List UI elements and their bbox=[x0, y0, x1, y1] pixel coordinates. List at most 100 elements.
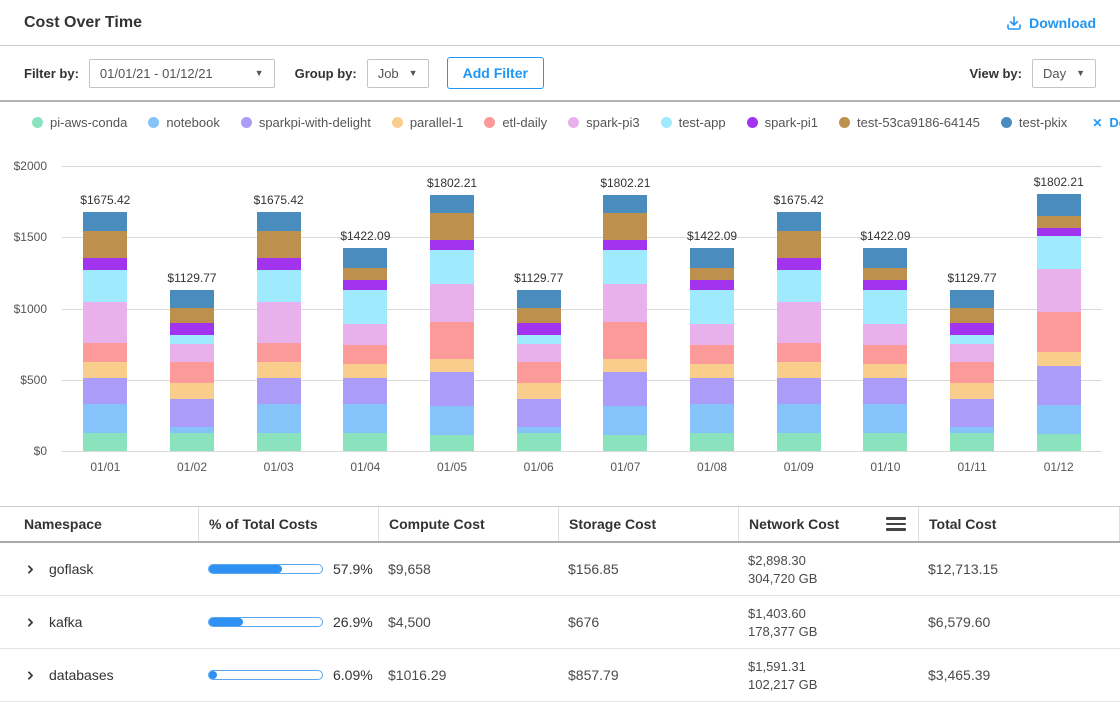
stacked-bar-01/10[interactable] bbox=[863, 248, 908, 451]
pct-of-total-cell: 26.9% bbox=[198, 596, 378, 648]
legend-item-label: test-app bbox=[678, 115, 726, 130]
bar-segment-test-53ca9186-64145 bbox=[950, 308, 995, 323]
stacked-bar-01/01[interactable] bbox=[83, 212, 128, 451]
download-label: Download bbox=[1029, 15, 1096, 31]
expand-row-button[interactable] bbox=[24, 563, 37, 576]
namespace-cost-table: Namespace % of Total Costs Compute Cost Sto… bbox=[0, 506, 1120, 702]
bar-segment-parallel-1 bbox=[1036, 351, 1081, 367]
legend-item-test-53ca9186-64145[interactable]: test-53ca9186-64145 bbox=[839, 115, 980, 130]
bar-segment-etl-daily bbox=[603, 322, 648, 360]
bar-segment-sparkpi-with-delight bbox=[83, 378, 128, 405]
column-header-label: % of Total Costs bbox=[209, 516, 318, 532]
table-row-databases[interactable]: databases 6.09% $1016.29 $857.79 $1,591.31 10… bbox=[0, 649, 1120, 702]
column-header-label: Network Cost bbox=[749, 516, 840, 532]
stacked-bar-01/07[interactable] bbox=[603, 194, 648, 451]
bar-segment-parallel-1 bbox=[83, 361, 128, 379]
deselect-all-button[interactable]: ✕ Deselect All bbox=[1092, 115, 1120, 130]
bar-segment-etl-daily bbox=[1036, 311, 1081, 352]
legend-item-test-pkix[interactable]: test-pkix bbox=[1000, 115, 1067, 130]
legend-dot-icon bbox=[240, 117, 252, 128]
bar-segment-sparkpi-with-delight bbox=[430, 371, 475, 407]
bar-slot-01/10: $1422.09 bbox=[842, 166, 929, 451]
bar-segment-test-app bbox=[776, 269, 821, 303]
bar-segment-parallel-1 bbox=[690, 364, 735, 378]
bar-total-label: $1422.09 bbox=[860, 229, 911, 244]
gridline bbox=[62, 308, 1102, 310]
bar-segment-notebook bbox=[776, 404, 821, 434]
bar-segment-test-app bbox=[430, 249, 475, 284]
bar-segment-sparkpi-with-delight bbox=[256, 378, 301, 405]
bar-segment-sparkpi-with-delight bbox=[1036, 366, 1081, 405]
stacked-bar-01/02[interactable] bbox=[170, 289, 214, 451]
legend-item-etl-daily[interactable]: etl-daily bbox=[484, 115, 547, 130]
compute-cost-cell: $4,500 bbox=[388, 614, 431, 630]
y-axis-tick-label: $2000 bbox=[13, 159, 47, 173]
y-axis-tick-label: $1000 bbox=[13, 301, 47, 316]
legend-item-parallel-1[interactable]: parallel-1 bbox=[391, 115, 463, 130]
bar-segment-spark-pi3 bbox=[516, 344, 561, 362]
bar-segment-test-app bbox=[603, 249, 648, 284]
legend-item-sparkpi-with-delight[interactable]: sparkpi-with-delight bbox=[240, 115, 371, 130]
stacked-bar-01/04[interactable] bbox=[343, 248, 388, 451]
table-row-goflask[interactable]: goflask 57.9% $9,658 $156.85 $2,898.30 304,72… bbox=[0, 543, 1120, 596]
legend-item-test-app[interactable]: test-app bbox=[660, 115, 726, 130]
column-header-network-cost: Network Cost bbox=[738, 507, 918, 541]
legend-item-pi-aws-conda[interactable]: pi-aws-conda bbox=[32, 115, 127, 130]
namespace-cell: databases bbox=[0, 649, 198, 701]
stacked-bar-01/11[interactable] bbox=[950, 289, 995, 451]
bar-segment-test-app bbox=[1036, 235, 1081, 269]
stacked-bar-01/09[interactable] bbox=[776, 212, 821, 451]
group-by-label: Group by: bbox=[294, 65, 357, 81]
namespace-label: goflask bbox=[49, 561, 94, 577]
stacked-bar-01/12[interactable] bbox=[1036, 194, 1081, 451]
x-axis-tick-label: 01/02 bbox=[176, 460, 208, 474]
bar-total-label: $1802.21 bbox=[1033, 175, 1084, 190]
legend-item-spark-pi1[interactable]: spark-pi1 bbox=[746, 115, 818, 130]
x-axis-tick-label: 01/04 bbox=[350, 460, 381, 474]
expand-row-button[interactable] bbox=[24, 669, 37, 682]
bar-segment-test-pkix bbox=[516, 289, 561, 309]
chart-plot-area: $2000 $1500 $1000 $500 $0 $1675.42 $1129.77 $16… bbox=[14, 159, 1102, 458]
legend-dot-icon bbox=[746, 117, 758, 128]
bar-segment-spark-pi3 bbox=[170, 344, 214, 362]
pct-progress-fill bbox=[209, 618, 244, 626]
bar-total-label: $1675.42 bbox=[253, 193, 304, 208]
bar-segment-test-53ca9186-64145 bbox=[83, 230, 128, 259]
expand-row-button[interactable] bbox=[24, 616, 37, 629]
bar-segment-notebook bbox=[430, 406, 475, 435]
bar-total-label: $1129.77 bbox=[167, 270, 217, 285]
bar-segment-notebook bbox=[256, 404, 301, 434]
network-cost-value: $1,591.31 bbox=[748, 658, 806, 674]
bar-slot-01/01: $1675.42 bbox=[62, 166, 149, 451]
legend-item-label: spark-pi3 bbox=[586, 115, 640, 130]
network-cost-value: $2,898.30 bbox=[748, 552, 806, 568]
pct-progress-fill bbox=[209, 565, 283, 573]
column-settings-icon[interactable] bbox=[886, 517, 906, 531]
bar-segment-pi-aws-conda bbox=[603, 434, 648, 451]
legend-item-notebook[interactable]: notebook bbox=[148, 115, 220, 130]
bar-segment-test-53ca9186-64145 bbox=[170, 308, 214, 323]
stacked-bar-01/08[interactable] bbox=[690, 248, 735, 451]
bar-segment-notebook bbox=[516, 427, 561, 433]
download-button[interactable]: Download bbox=[1006, 15, 1096, 31]
namespace-label: databases bbox=[49, 667, 114, 683]
date-range-select[interactable]: 01/01/21 - 01/12/21 ▼ bbox=[88, 58, 275, 88]
stacked-bar-01/06[interactable] bbox=[516, 289, 561, 451]
view-by-select[interactable]: Day ▼ bbox=[1031, 58, 1096, 88]
bar-segment-spark-pi3 bbox=[690, 323, 735, 345]
bar-segment-etl-daily bbox=[950, 361, 995, 383]
bar-segment-test-pkix bbox=[1036, 194, 1081, 216]
cost-over-time-chart: $2000 $1500 $1000 $500 $0 $1675.42 $1129.77 $16… bbox=[0, 142, 1120, 474]
bar-segment-test-pkix bbox=[430, 194, 475, 214]
stacked-bar-01/03[interactable] bbox=[256, 212, 301, 451]
compute-cost-cell: $1016.29 bbox=[388, 667, 447, 683]
bar-segment-parallel-1 bbox=[343, 364, 388, 378]
legend-item-spark-pi3[interactable]: spark-pi3 bbox=[568, 115, 640, 130]
filter-toolbar: Filter by: 01/01/21 - 01/12/21 ▼ Group b… bbox=[0, 46, 1120, 102]
stacked-bar-01/05[interactable] bbox=[430, 194, 475, 451]
deselect-all-label: Deselect All bbox=[1109, 115, 1120, 130]
add-filter-button[interactable]: Add Filter bbox=[446, 57, 544, 89]
group-by-select[interactable]: Job ▼ bbox=[366, 58, 429, 88]
table-row-kafka[interactable]: kafka 26.9% $4,500 $676 $1,403.60 178,377 GB $… bbox=[0, 596, 1120, 649]
bar-segment-test-53ca9186-64145 bbox=[776, 230, 821, 259]
